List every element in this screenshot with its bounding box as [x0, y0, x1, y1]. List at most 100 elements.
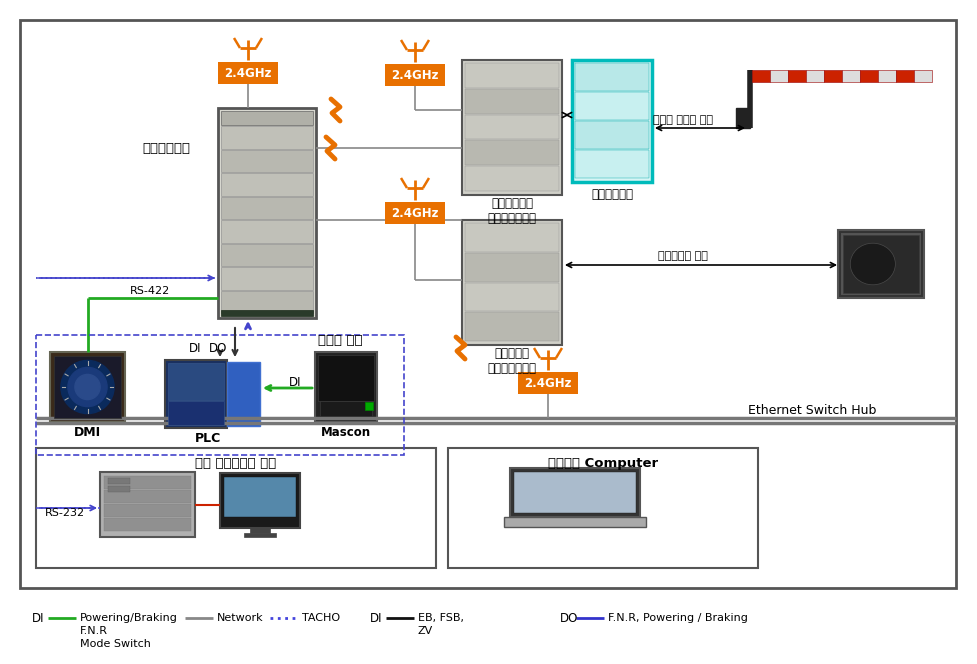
Bar — [218, 62, 277, 84]
Text: 2.4GHz: 2.4GHz — [224, 66, 272, 80]
Bar — [574, 92, 649, 120]
Bar — [509, 468, 639, 517]
Bar — [221, 244, 313, 266]
Bar — [769, 70, 787, 82]
Bar — [464, 166, 559, 191]
Bar — [461, 220, 562, 345]
Bar — [221, 291, 313, 313]
Bar — [461, 60, 562, 195]
Bar — [364, 402, 372, 410]
Bar — [243, 533, 276, 537]
Text: Mascon: Mascon — [320, 426, 370, 438]
Text: Mode Switch: Mode Switch — [80, 639, 150, 649]
Text: 2.4GHz: 2.4GHz — [391, 207, 439, 220]
Bar — [107, 478, 130, 484]
Text: DI: DI — [32, 612, 45, 625]
Text: Powering/Braking: Powering/Braking — [80, 613, 178, 623]
Circle shape — [75, 374, 100, 400]
Text: PLC: PLC — [194, 432, 221, 444]
Bar — [572, 60, 652, 182]
Bar — [385, 202, 445, 224]
Bar — [104, 518, 191, 531]
Bar — [250, 528, 270, 533]
Bar — [168, 401, 224, 424]
Bar — [514, 472, 635, 513]
Text: DO: DO — [209, 341, 227, 355]
Bar — [464, 63, 559, 88]
Bar — [841, 70, 859, 82]
Bar — [574, 150, 649, 178]
Bar — [319, 401, 371, 416]
Text: 차상제어장치: 차상제어장치 — [142, 141, 190, 155]
Bar — [221, 267, 313, 290]
Text: 운전자 콘솔: 운전자 콘솔 — [318, 333, 361, 347]
Bar — [165, 360, 227, 428]
Bar — [837, 230, 923, 298]
Bar — [315, 352, 376, 422]
Text: 2.4GHz: 2.4GHz — [391, 68, 439, 82]
Bar — [221, 173, 313, 195]
Bar — [913, 70, 931, 82]
Bar — [104, 504, 191, 517]
Bar — [168, 363, 224, 400]
Bar — [877, 70, 895, 82]
Bar — [36, 335, 404, 455]
Text: 건널목 차단기 제어: 건널목 차단기 제어 — [653, 115, 712, 125]
Bar — [464, 223, 559, 252]
Bar — [839, 232, 921, 296]
Bar — [464, 282, 559, 311]
Bar — [104, 476, 191, 489]
Bar — [859, 70, 877, 82]
Text: 2.4GHz: 2.4GHz — [524, 376, 572, 390]
Text: 열차 시뮬레이터 콘솔: 열차 시뮬레이터 콘솔 — [195, 457, 276, 469]
Text: 건널목제어기: 건널목제어기 — [590, 187, 632, 201]
Bar — [221, 220, 313, 242]
Text: RS-422: RS-422 — [130, 286, 170, 296]
Bar — [50, 352, 125, 422]
Bar — [104, 490, 191, 503]
Bar — [224, 477, 296, 517]
Text: EB, FSB,: EB, FSB, — [417, 613, 463, 623]
Bar — [221, 111, 313, 125]
Bar — [54, 356, 121, 418]
Bar — [36, 448, 436, 568]
Text: DMI: DMI — [74, 426, 101, 438]
Ellipse shape — [849, 243, 894, 285]
Bar — [107, 486, 130, 492]
Bar — [805, 70, 824, 82]
Bar — [464, 89, 559, 114]
Bar — [20, 20, 956, 588]
Bar — [787, 70, 805, 82]
Text: TACHO: TACHO — [302, 613, 340, 623]
Bar — [464, 253, 559, 282]
Bar — [895, 70, 913, 82]
Bar — [385, 64, 445, 86]
Bar — [447, 448, 757, 568]
Circle shape — [67, 367, 107, 406]
Bar — [842, 235, 918, 293]
Bar — [227, 362, 260, 426]
Bar — [100, 472, 194, 537]
Bar — [464, 140, 559, 165]
Bar — [221, 126, 313, 149]
Bar — [503, 517, 646, 527]
Bar — [464, 115, 559, 139]
Bar — [221, 197, 313, 219]
Text: DO: DO — [560, 612, 577, 625]
Circle shape — [61, 361, 114, 414]
Bar — [218, 108, 316, 318]
Text: DI: DI — [189, 341, 201, 355]
Text: F.N.R, Powering / Braking: F.N.R, Powering / Braking — [608, 613, 747, 623]
Bar — [751, 70, 769, 82]
Bar — [736, 108, 749, 128]
Bar — [574, 63, 649, 91]
Text: ZV: ZV — [417, 626, 433, 636]
Text: DI: DI — [288, 376, 301, 388]
Bar — [518, 372, 577, 394]
Bar — [318, 355, 373, 400]
Text: 선로전환기
선로변제어장치: 선로전환기 선로변제어장치 — [487, 347, 536, 375]
Bar — [464, 312, 559, 341]
Text: 운행관리 Computer: 운행관리 Computer — [547, 457, 658, 469]
Text: DI: DI — [369, 612, 382, 625]
Text: Ethernet Switch Hub: Ethernet Switch Hub — [747, 404, 875, 416]
